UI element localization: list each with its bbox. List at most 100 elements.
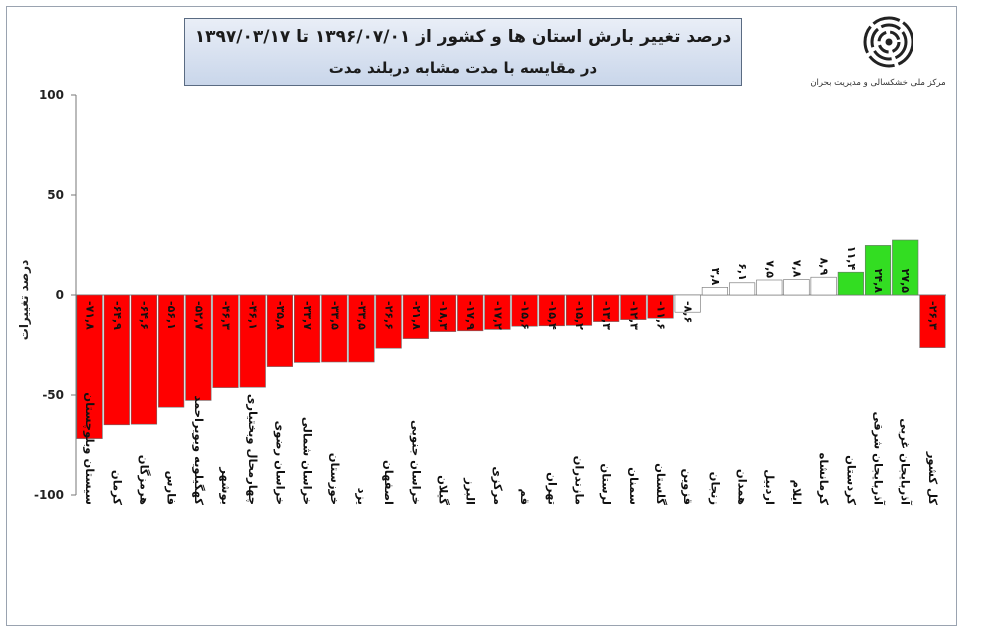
category-label: آذربایجان غربی bbox=[899, 418, 913, 506]
value-label: -۱۵,۲ bbox=[573, 301, 586, 330]
category-label: لرستان bbox=[600, 463, 614, 505]
category-label: بوشهر bbox=[218, 466, 233, 505]
value-label: ۶,۱ bbox=[736, 263, 749, 281]
value-label: -۲۱,۸ bbox=[410, 301, 423, 330]
organization-logo: مرکز ملی خشکسالی و مدیریت بحران bbox=[810, 14, 953, 88]
category-label: یزد bbox=[355, 488, 369, 505]
value-label: -۵۶,۱ bbox=[165, 301, 178, 330]
category-label: خوزستان bbox=[327, 453, 342, 505]
value-label: ۲۷,۵ bbox=[899, 269, 912, 294]
bar bbox=[294, 294, 321, 363]
value-label: -۲۶,۳ bbox=[926, 301, 939, 330]
value-label: -۷۱,۸ bbox=[84, 301, 97, 330]
value-label: -۳۵,۸ bbox=[274, 301, 287, 330]
bar bbox=[429, 294, 457, 332]
bar bbox=[620, 294, 647, 320]
bar bbox=[158, 294, 185, 408]
bar bbox=[375, 294, 402, 349]
category-label: تهران bbox=[545, 472, 559, 505]
value-label: -۳۳,۷ bbox=[301, 301, 314, 330]
bar bbox=[864, 245, 892, 296]
category-label: خراسان جنوبی bbox=[408, 420, 423, 505]
value-label: ۲۴,۸ bbox=[872, 269, 885, 294]
chart-title-box: درصد تغییر بارش استان ها و کشور از ۱۳۹۶/… bbox=[184, 18, 742, 86]
bar bbox=[756, 279, 783, 296]
category-label: آذربایجان شرقی bbox=[872, 412, 886, 507]
y-tick-label: 100 bbox=[39, 88, 64, 102]
category-label: خراسان رضوی bbox=[272, 421, 287, 505]
bar bbox=[511, 294, 538, 327]
value-label: -۵۲,۷ bbox=[192, 301, 205, 330]
bar bbox=[130, 294, 158, 425]
value-label: ۸,۹ bbox=[818, 258, 831, 276]
value-label: -۱۷,۹ bbox=[464, 301, 477, 330]
bar bbox=[919, 294, 946, 348]
bar bbox=[212, 294, 239, 388]
value-label: -۱۷,۲ bbox=[491, 301, 504, 330]
bar bbox=[810, 276, 837, 296]
value-label: -۶۴,۹ bbox=[111, 301, 124, 330]
value-label: ۷,۸ bbox=[790, 260, 803, 278]
y-tick-label: 0 bbox=[56, 288, 64, 302]
bar bbox=[484, 294, 511, 330]
bar bbox=[266, 294, 293, 367]
value-label: -۱۱,۶ bbox=[655, 301, 668, 330]
category-label: ایلام bbox=[790, 480, 804, 505]
value-label: -۱۳,۳ bbox=[600, 301, 613, 330]
category-label: چهارمحال وبختیاری bbox=[245, 394, 260, 505]
value-label: -۱۵,۶ bbox=[519, 301, 532, 330]
value-label: -۴۶,۱ bbox=[247, 301, 260, 330]
chart-subtitle: در مقایسه با مدت مشابه دربلند مدت bbox=[328, 59, 598, 77]
category-label: زنجان bbox=[708, 472, 722, 505]
category-label: کرمانشاه bbox=[817, 453, 831, 506]
value-label: -۱۸,۳ bbox=[437, 301, 450, 330]
category-label: مرکزی bbox=[491, 466, 505, 505]
bar bbox=[837, 271, 864, 296]
value-label: -۸,۶ bbox=[682, 301, 695, 323]
value-label: -۶۴,۶ bbox=[138, 301, 151, 330]
category-label: سمنان bbox=[627, 467, 641, 505]
value-label: -۴۶,۳ bbox=[220, 301, 233, 330]
category-label: خراسان شمالی bbox=[301, 417, 315, 505]
value-label: ۳,۸ bbox=[709, 268, 722, 286]
bar bbox=[892, 239, 919, 296]
category-label: البرز bbox=[464, 477, 478, 505]
category-label: گیلان bbox=[437, 475, 451, 505]
value-label: ۱۱,۴ bbox=[845, 246, 858, 271]
bar bbox=[185, 294, 212, 401]
bar bbox=[593, 294, 620, 322]
category-label: اصفهان bbox=[382, 460, 396, 505]
bar bbox=[538, 294, 565, 327]
category-label: همدان bbox=[736, 469, 750, 505]
bar bbox=[402, 294, 429, 339]
bar bbox=[674, 294, 701, 313]
category-label: اردبیل bbox=[763, 469, 777, 505]
y-tick-label: -100 bbox=[34, 488, 64, 502]
bar bbox=[457, 294, 484, 332]
bar bbox=[76, 294, 103, 439]
bar bbox=[783, 279, 810, 296]
category-label: گلستان bbox=[654, 463, 668, 505]
logo-caption: مرکز ملی خشکسالی و مدیریت بحران bbox=[810, 78, 946, 88]
bar bbox=[729, 282, 756, 296]
bar bbox=[348, 294, 375, 363]
category-label: هرمزگان bbox=[137, 455, 151, 505]
category-label: مازندران bbox=[572, 456, 586, 505]
value-label: -۲۶,۶ bbox=[383, 301, 396, 330]
chart-title: درصد تغییر بارش استان ها و کشور از ۱۳۹۶/… bbox=[194, 27, 732, 47]
category-label: قزوین bbox=[680, 469, 695, 506]
bar bbox=[701, 287, 728, 296]
value-label: -۱۵,۴ bbox=[546, 301, 559, 330]
category-label: کهگیلویه وبویراحمد bbox=[191, 395, 206, 505]
category-label: قم bbox=[518, 488, 532, 505]
value-label: ۷,۵ bbox=[763, 260, 776, 278]
category-label: کل کشور bbox=[925, 451, 940, 505]
y-tick-label: -50 bbox=[42, 388, 64, 402]
bar bbox=[647, 294, 674, 319]
bar bbox=[321, 294, 348, 363]
bar bbox=[239, 294, 266, 388]
category-label: سیستان وبلوچستان bbox=[82, 392, 97, 505]
value-label: -۱۲,۳ bbox=[627, 301, 640, 330]
value-label: -۳۳,۵ bbox=[355, 301, 368, 330]
